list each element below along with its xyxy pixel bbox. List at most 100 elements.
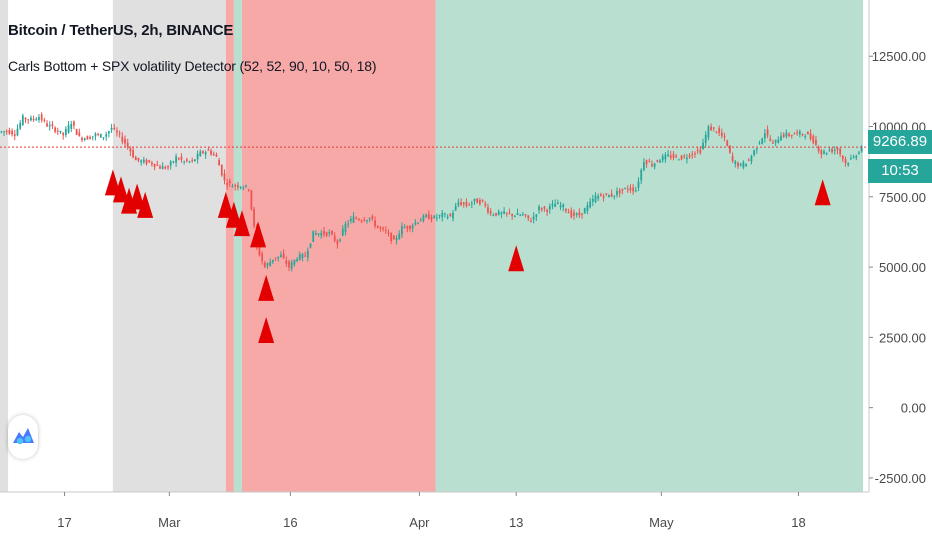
candle-body [508, 212, 511, 214]
candle-body [304, 255, 307, 257]
candle-body [19, 122, 22, 129]
candle-body [446, 216, 449, 218]
candle-body [699, 149, 702, 153]
candle-body [401, 225, 403, 235]
candle-body [729, 145, 731, 153]
candle-body [75, 129, 78, 135]
candle-body [390, 232, 393, 242]
candle-body [487, 207, 489, 213]
signal-marker [233, 210, 250, 237]
candle-body [403, 227, 406, 229]
candle-body [790, 135, 793, 137]
candle-body [258, 247, 261, 256]
background-zone [112, 0, 226, 492]
candle-body [30, 117, 32, 121]
candle-body [661, 156, 664, 161]
candle-body [398, 233, 401, 240]
candle-body [642, 162, 645, 171]
candle-body [237, 185, 239, 188]
candle-body [384, 230, 387, 232]
candle-body [497, 211, 500, 215]
candle-body [556, 202, 559, 205]
candle-body [5, 130, 8, 132]
candle-body [774, 139, 777, 143]
candle-body [349, 218, 352, 221]
candle-body [347, 223, 350, 225]
candle-body [707, 126, 710, 138]
candle-body [492, 214, 495, 216]
candle-body [694, 153, 696, 155]
candle-body [473, 198, 476, 202]
candle-body [360, 220, 363, 222]
candle-body [664, 154, 667, 160]
candle-body [73, 121, 75, 126]
candle-body [495, 213, 497, 216]
candle-body [766, 129, 769, 136]
candle-body [565, 208, 567, 211]
candle-body [637, 181, 640, 188]
candle-body [419, 220, 422, 222]
candle-body [535, 214, 538, 217]
candle-body [145, 159, 148, 164]
candle-body [194, 159, 196, 162]
candle-body [645, 160, 648, 165]
candle-body [91, 136, 94, 138]
candle-body [683, 156, 686, 158]
candle-body [366, 220, 368, 222]
candle-body [118, 133, 121, 135]
candle-body [320, 233, 323, 236]
bar-countdown-tag: 10:53 [868, 159, 932, 183]
candle-body [8, 129, 11, 134]
candle-body [457, 202, 460, 206]
candle-body [339, 239, 341, 241]
candle-body [755, 148, 758, 150]
candle-body [285, 260, 288, 264]
candle-body [245, 185, 247, 187]
candle-body [59, 130, 62, 133]
candle-body [441, 212, 444, 218]
candle-body [828, 150, 831, 152]
candle-body [290, 262, 293, 269]
candle-body [263, 262, 266, 268]
candle-body [21, 115, 24, 125]
candle-body [470, 202, 473, 204]
candle-body [723, 136, 726, 138]
candle-body [368, 217, 371, 220]
candle-body [110, 127, 113, 130]
candle-body [177, 158, 180, 160]
candle-body [640, 169, 643, 181]
candle-body [207, 149, 210, 151]
candle-body [116, 130, 118, 133]
candle-body [519, 214, 522, 216]
candle-body [831, 148, 833, 152]
candle-body [159, 166, 161, 169]
candle-body [164, 167, 167, 169]
candle-body [739, 163, 742, 166]
candle-body [527, 215, 530, 219]
candle-body [134, 157, 137, 161]
candle-body [546, 209, 549, 212]
candle-body [309, 243, 312, 248]
tradingview-logo-icon[interactable] [8, 415, 38, 459]
candle-body [16, 128, 19, 136]
candle-body [70, 124, 73, 129]
x-tick-label: 18 [791, 515, 805, 530]
x-tick-label: Mar [158, 515, 181, 530]
candle-body [715, 131, 718, 133]
candle-body [341, 228, 344, 236]
background-zone [0, 0, 9, 492]
candle-body [223, 173, 226, 181]
candle-body [358, 219, 360, 221]
candle-body [460, 202, 462, 205]
price-axis-background [869, 0, 932, 492]
candle-body [89, 137, 91, 139]
candle-body [86, 136, 89, 140]
x-tick-label: Apr [409, 515, 430, 530]
candle-body [153, 163, 156, 167]
indicator-legend[interactable]: Carls Bottom + SPX volatility Detector (… [8, 58, 377, 74]
candle-body [599, 194, 602, 197]
candle-body [516, 213, 519, 216]
candle-body [67, 125, 70, 133]
